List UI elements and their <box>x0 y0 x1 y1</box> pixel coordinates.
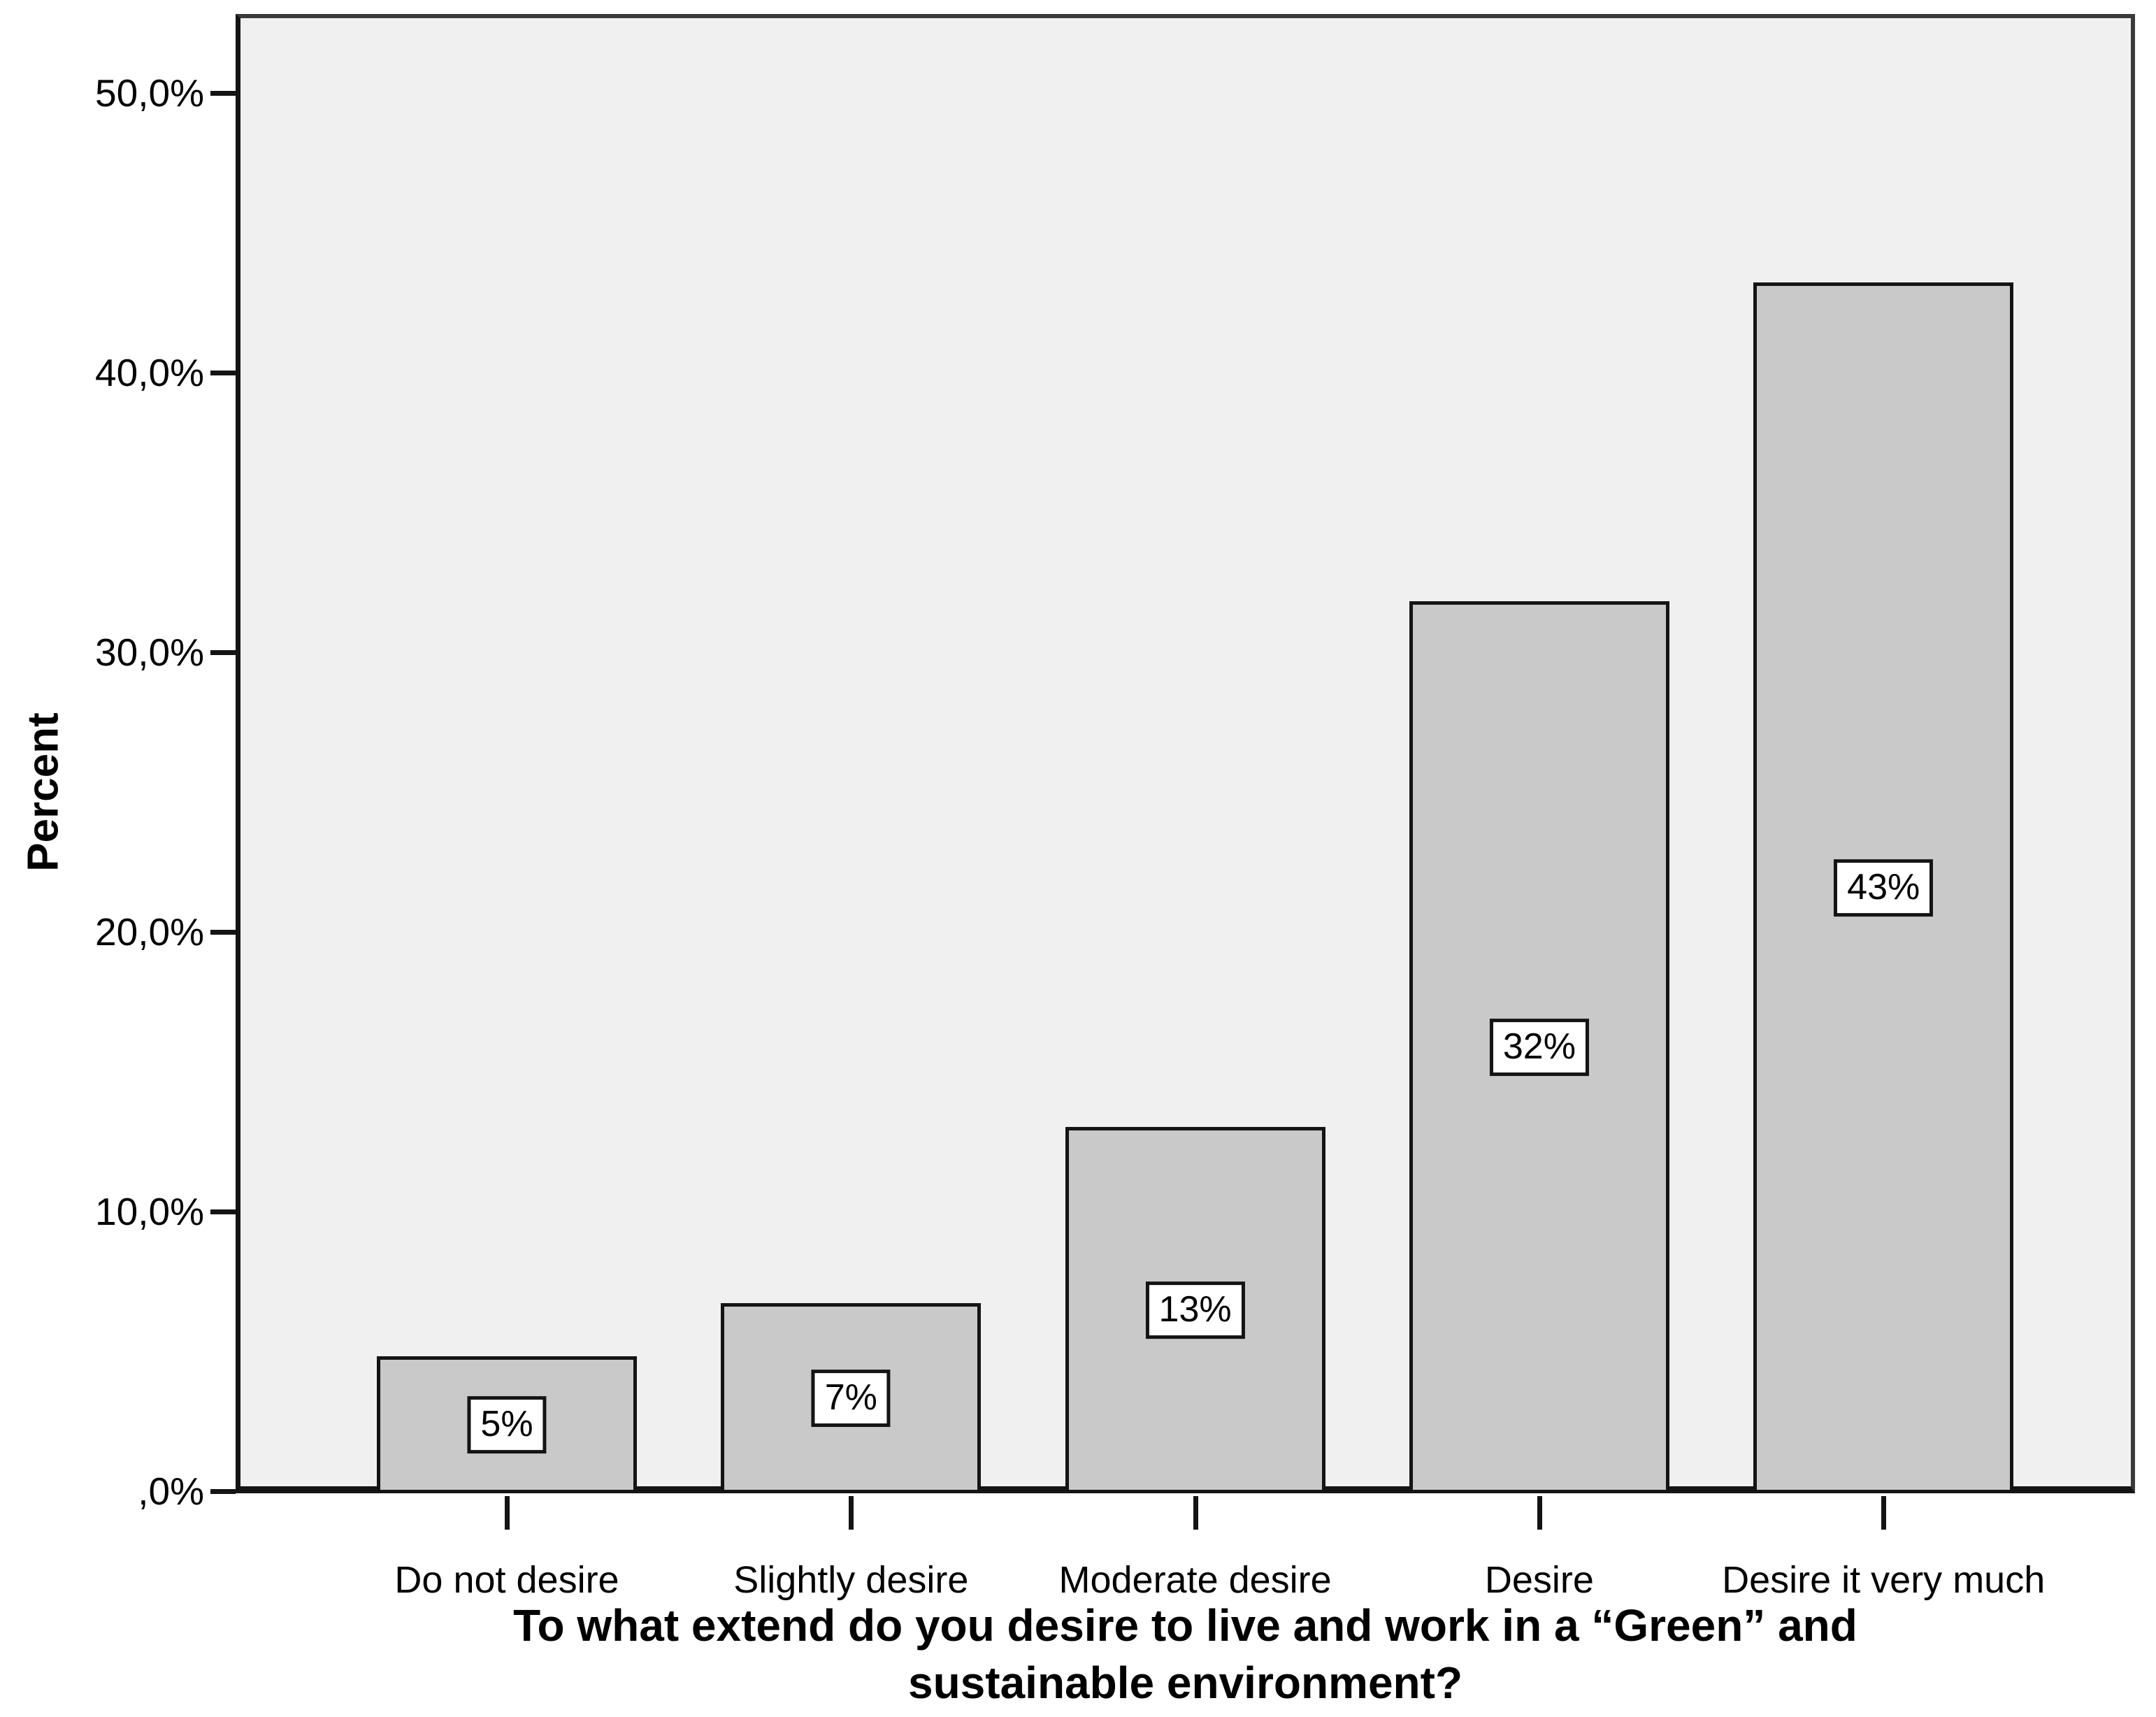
y-tick-mark <box>210 650 236 655</box>
y-tick-label: 40,0% <box>95 351 204 394</box>
y-tick-mark <box>210 1209 236 1214</box>
y-tick-label: 50,0% <box>95 71 204 115</box>
x-axis-title: To what extend do you desire to live and… <box>236 1597 2135 1711</box>
y-tick-mark <box>210 371 236 375</box>
x-tick-mark <box>849 1496 854 1530</box>
x-axis-title-line: To what extend do you desire to live and… <box>513 1600 1857 1651</box>
x-tick-label: Desire it very much <box>1722 1559 2046 1601</box>
y-tick-mark <box>210 1489 236 1494</box>
x-tick-mark <box>1537 1496 1542 1530</box>
y-axis-title: Percent <box>19 712 68 872</box>
y-tick-mark <box>210 930 236 935</box>
bar-value-label: 13% <box>1145 1281 1245 1339</box>
x-tick-label: Moderate desire <box>1058 1559 1332 1601</box>
y-tick-label: 30,0% <box>95 631 204 674</box>
bar-value-label: 32% <box>1489 1019 1589 1076</box>
x-tick-label: Slightly desire <box>733 1559 969 1601</box>
y-tick-label: ,0% <box>138 1470 204 1513</box>
x-tick-mark <box>1881 1496 1887 1530</box>
bar-value-label: 5% <box>467 1396 547 1453</box>
y-tick-label: 10,0% <box>95 1190 204 1233</box>
x-tick-mark <box>505 1496 510 1530</box>
x-axis-title-line: sustainable environment? <box>907 1658 1463 1708</box>
x-tick-mark <box>1193 1496 1198 1530</box>
y-tick-mark <box>210 91 236 96</box>
bar-value-label: 43% <box>1834 859 1934 917</box>
x-tick-label: Desire <box>1484 1559 1594 1601</box>
y-tick-label: 20,0% <box>95 910 204 954</box>
x-tick-label: Do not desire <box>394 1559 619 1601</box>
bar-value-label: 7% <box>811 1370 891 1427</box>
